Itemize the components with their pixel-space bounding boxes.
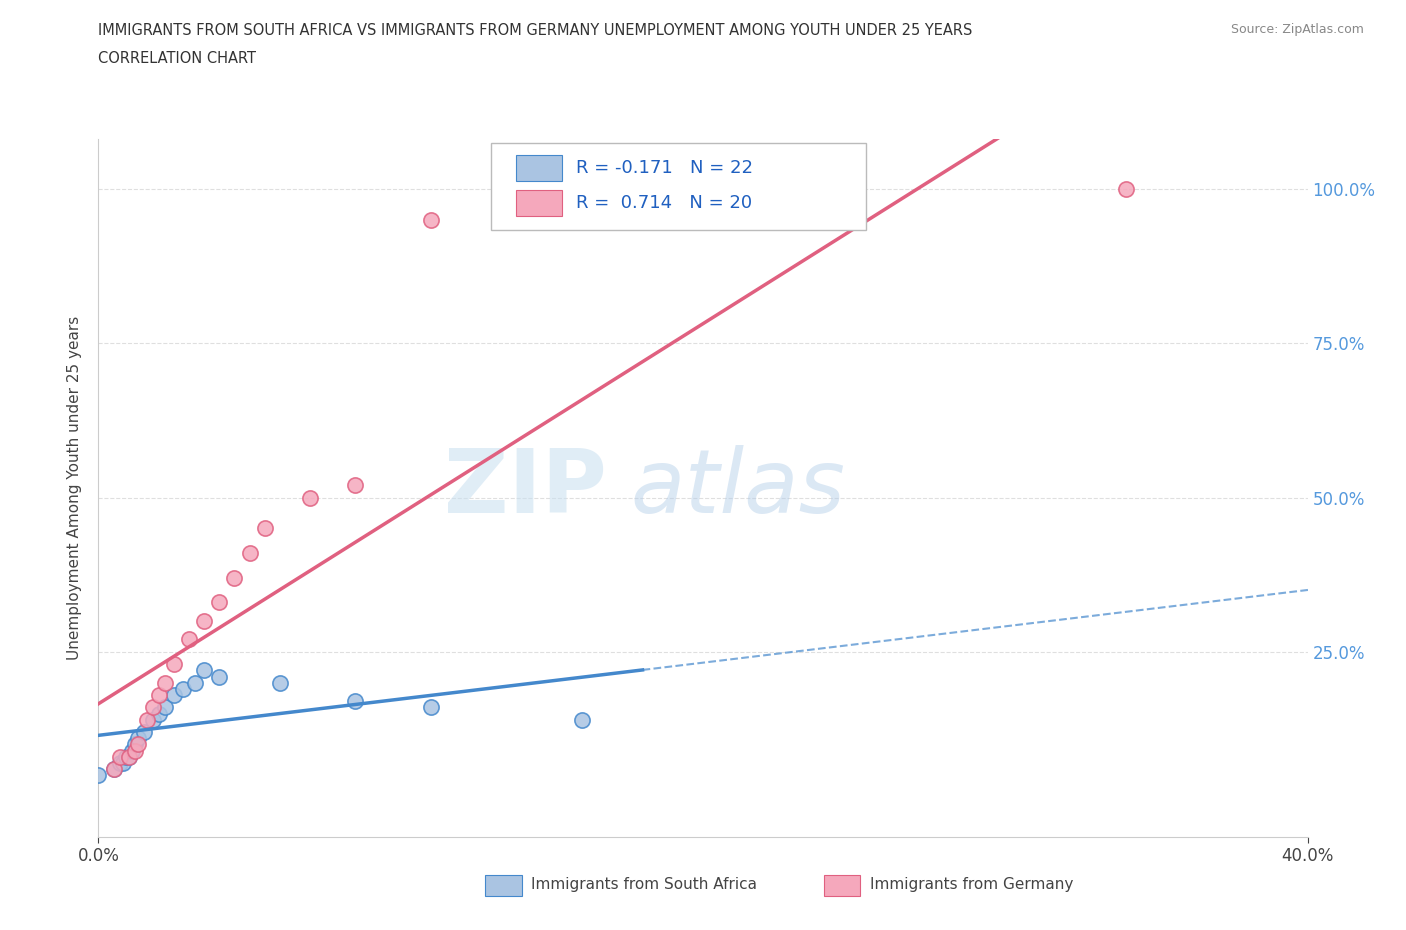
Point (193, 663, 215, 678)
Point (148, 687, 170, 702)
Point (108, 750, 131, 764)
Point (253, 521, 276, 536)
Point (193, 614, 215, 629)
Point (269, 675, 291, 690)
Point (571, 712, 593, 727)
Point (153, 675, 176, 690)
Bar (516, 190, 561, 217)
Point (172, 682, 194, 697)
Text: ZIP: ZIP (443, 445, 606, 532)
Point (142, 700, 165, 715)
Point (239, 546, 262, 561)
Point (163, 657, 186, 671)
Point (114, 750, 136, 764)
Point (121, 743, 143, 758)
Point (118, 750, 141, 764)
Point (135, 712, 157, 727)
Point (103, 762, 125, 777)
Y-axis label: Unemployment Among Youth under 25 years: Unemployment Among Youth under 25 years (67, 316, 83, 660)
FancyBboxPatch shape (492, 143, 866, 231)
Point (142, 712, 165, 727)
Bar (824, 875, 860, 897)
Point (103, 762, 125, 777)
Point (108, 755, 131, 770)
Point (344, 694, 367, 709)
Point (132, 724, 155, 739)
Point (127, 737, 149, 751)
Point (163, 687, 186, 702)
Point (1115, 181, 1137, 196)
Point (208, 669, 231, 684)
Point (299, 490, 322, 505)
Point (420, 700, 443, 715)
Text: atlas: atlas (630, 445, 845, 531)
Point (118, 750, 141, 764)
Point (124, 737, 146, 751)
Text: IMMIGRANTS FROM SOUTH AFRICA VS IMMIGRANTS FROM GERMANY UNEMPLOYMENT AMONG YOUTH: IMMIGRANTS FROM SOUTH AFRICA VS IMMIGRAN… (98, 23, 973, 38)
Bar (516, 155, 561, 181)
Point (124, 743, 146, 758)
Point (179, 632, 201, 647)
Text: Immigrants from South Africa: Immigrants from South Africa (531, 877, 758, 892)
Text: R = -0.171   N = 22: R = -0.171 N = 22 (576, 159, 754, 177)
Text: R =  0.714   N = 20: R = 0.714 N = 20 (576, 194, 752, 212)
Point (344, 478, 367, 493)
Point (153, 700, 176, 715)
Point (127, 731, 149, 746)
Text: Source: ZipAtlas.com: Source: ZipAtlas.com (1230, 23, 1364, 36)
Bar (485, 875, 522, 897)
Point (420, 212, 443, 227)
Point (184, 675, 207, 690)
Text: CORRELATION CHART: CORRELATION CHART (98, 51, 256, 66)
Point (148, 706, 170, 721)
Point (87, 768, 110, 783)
Point (111, 755, 134, 770)
Text: Immigrants from Germany: Immigrants from Germany (870, 877, 1073, 892)
Point (208, 595, 231, 610)
Point (224, 570, 246, 585)
